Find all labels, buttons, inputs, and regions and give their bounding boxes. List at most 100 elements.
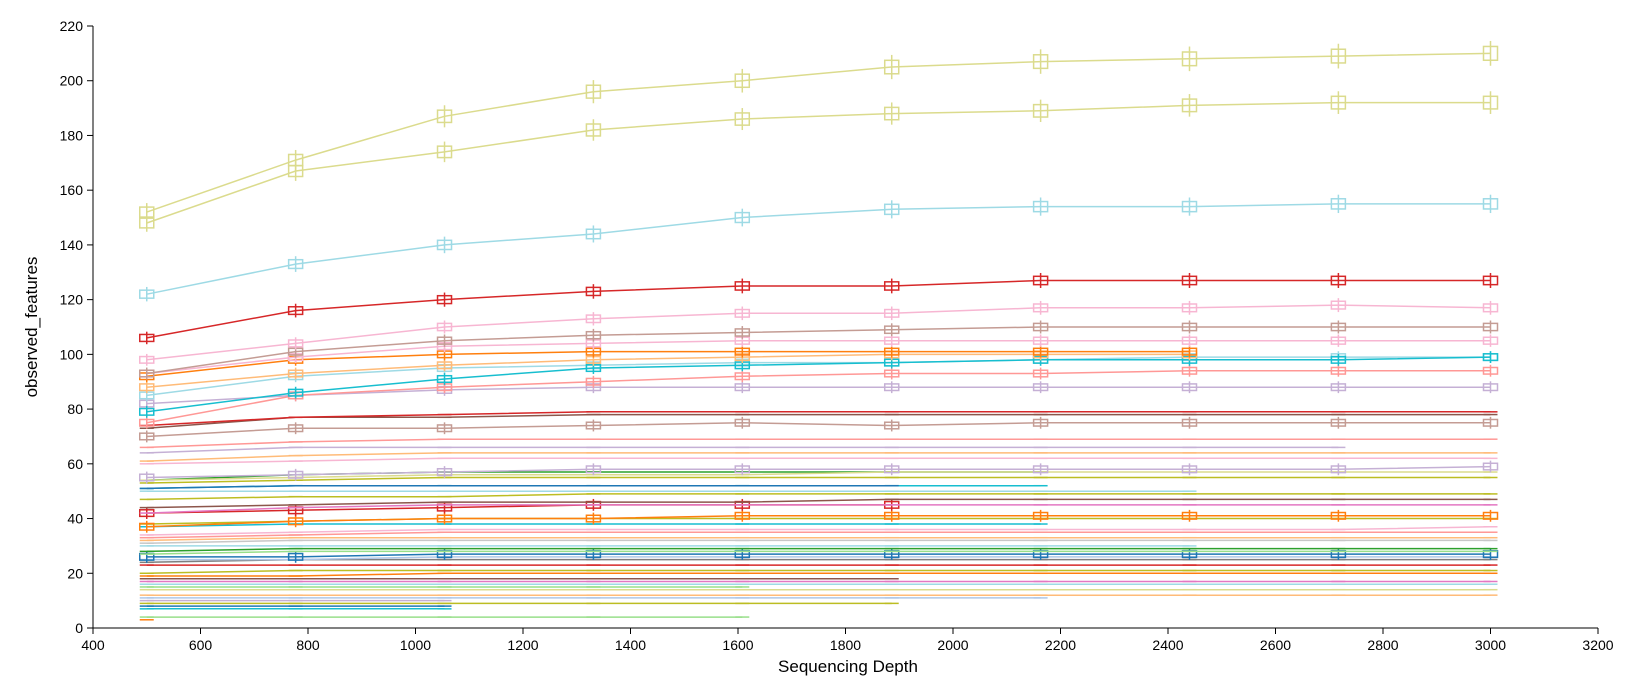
series [139,569,1498,575]
series-line [146,471,1491,481]
data-box [1482,95,1499,110]
data-box [883,383,900,392]
x-tick-label: 1400 [615,637,646,653]
data-box [734,372,751,381]
data-box [1482,303,1499,313]
data-box [1181,347,1198,356]
series-line [146,465,1491,479]
series-line [146,386,1491,405]
data-box [883,347,900,356]
data-box [585,514,602,523]
data-box [139,206,155,218]
series-line [146,413,1491,429]
data-box [287,153,304,167]
series-line [146,515,1491,528]
data-box [585,377,602,386]
series [139,446,1346,454]
data-box [1482,353,1499,362]
data-box [139,289,155,299]
x-tick-label: 2600 [1260,637,1291,653]
data-box [585,286,602,297]
series [139,536,1498,542]
series [139,509,1499,533]
series-line [146,101,1491,224]
data-box [1032,336,1049,345]
y-tick-label: 40 [67,511,83,527]
data-box [1482,383,1499,392]
x-tick-label: 2200 [1045,637,1076,653]
series-line [146,356,1491,413]
data-box [585,465,602,474]
series [139,194,1499,302]
data-box [1181,98,1198,113]
series [139,452,1498,462]
data-box [1032,347,1049,356]
data-box [1032,511,1049,520]
data-box [139,418,155,427]
series-line [146,526,1491,536]
series-line [146,558,1491,564]
data-box [1181,322,1198,332]
data-box [436,514,453,523]
data-box [139,355,155,364]
series [139,498,1498,509]
data-box [436,239,453,251]
series-line [146,411,1491,427]
data-box [139,473,155,482]
series [139,91,1499,232]
data-box [883,511,900,520]
data-box [1181,303,1198,313]
x-tick-label: 600 [189,637,213,653]
x-axis-title: Sequencing Depth [778,657,918,676]
series-line [146,547,1491,553]
y-tick-label: 60 [67,456,83,472]
data-box [1181,200,1198,213]
data-box [1330,275,1347,286]
series [139,539,1498,544]
y-tick-label: 220 [60,18,84,34]
data-box [287,424,304,433]
data-box [436,374,453,384]
series [139,351,1499,418]
series [139,484,899,490]
data-box [1330,511,1347,520]
data-box [436,424,453,433]
series-line [146,438,1491,449]
y-tick-label: 180 [60,127,84,143]
data-box [287,369,304,378]
data-box [734,211,751,224]
data-box [139,369,155,378]
series [139,531,1498,539]
series-line [146,353,1190,388]
series-line [146,339,1491,375]
series [139,416,1499,443]
x-tick-label: 3000 [1475,637,1506,653]
data-box [1330,336,1347,345]
series-line [146,569,1491,575]
data-box [734,308,751,318]
series-line [146,370,1491,424]
y-axis: 0 20 40 60 80 100 120 140 160 180 200 220 [60,18,94,636]
data-box [1330,48,1347,64]
data-box [1482,275,1499,286]
data-box [585,84,602,99]
series [139,548,1499,563]
data-box [1181,336,1198,345]
x-tick-label: 3200 [1582,637,1613,653]
data-box [1330,95,1347,110]
series [139,40,1499,222]
x-tick-label: 1800 [830,637,861,653]
y-axis-title: observed_features [22,257,41,398]
data-box [1482,418,1499,427]
y-tick-label: 20 [67,565,83,581]
data-box [1032,303,1049,313]
data-box [734,465,751,474]
series-line [146,517,1491,525]
data-box [883,336,900,345]
series-line [146,356,1491,397]
series [139,457,1498,465]
data-box [585,123,602,137]
data-box [734,511,751,520]
data-box [883,308,900,318]
